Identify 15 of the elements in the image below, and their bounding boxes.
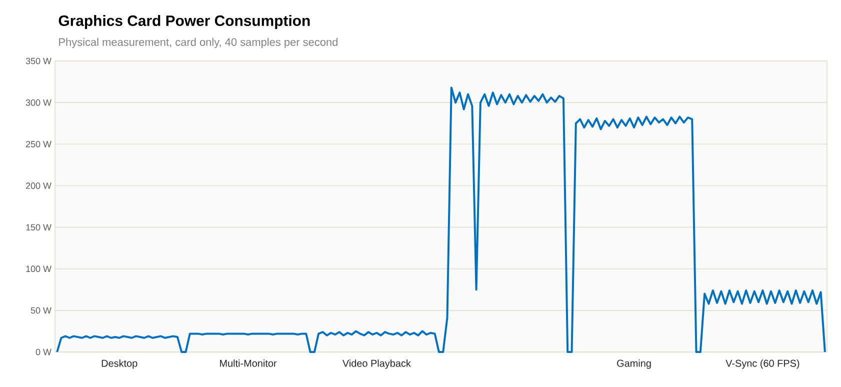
- x-tick-label: Multi-Monitor: [220, 360, 277, 367]
- x-tick-label: Desktop: [102, 360, 138, 369]
- y-tick-label: 250 W: [26, 140, 52, 148]
- x-tick-label: Video Playback: [342, 360, 411, 369]
- y-tick-label: 350 W: [26, 58, 52, 64]
- x-tick-label: Gaming: [617, 360, 651, 369]
- y-tick-label: 0 W: [36, 348, 52, 356]
- y-tick-label: 200 W: [26, 182, 52, 189]
- chart-subtitle: Physical measurement, card only, 40 samples per second: [59, 38, 338, 48]
- y-tick-label: 150 W: [26, 224, 52, 230]
- y-tick-label: 50 W: [30, 307, 52, 314]
- y-tick-label: 100 W: [26, 266, 52, 272]
- chart-title: Graphics Card Power Consumption: [58, 15, 310, 29]
- y-tick-label: 300 W: [26, 99, 52, 106]
- x-tick-label: V-Sync (60 FPS): [726, 360, 800, 369]
